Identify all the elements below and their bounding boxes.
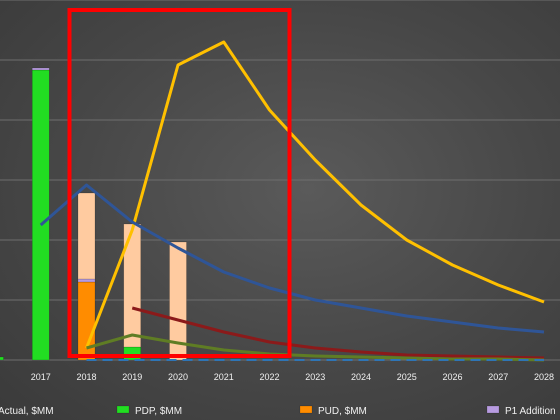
- legend-swatch: [116, 405, 130, 414]
- x-tick-label: 2027: [488, 372, 508, 382]
- bar-pdp-mm-2016: [0, 356, 4, 361]
- x-axis-ticks: 6201720182019202020212022202320242025202…: [31, 372, 554, 382]
- bar-pdp-mm-2019: [123, 346, 142, 361]
- x-tick-label: 2022: [259, 372, 279, 382]
- bar-series-4-2018: [77, 192, 96, 280]
- x-tick-label: 2017: [31, 372, 51, 382]
- x-tick-label: 2024: [351, 372, 371, 382]
- bar-pud-mm-2018: [77, 281, 96, 361]
- highlight-box: [67, 8, 292, 358]
- legend-label: PUD, $MM: [318, 406, 367, 417]
- x-tick-label: 2021: [214, 372, 234, 382]
- bar-p1-addition-2017: [31, 67, 50, 71]
- line-series-2: [131, 306, 545, 360]
- legend-swatch: [299, 405, 313, 414]
- x-tick-label: 2020: [168, 372, 188, 382]
- line-series-0: [85, 40, 545, 349]
- bar-pdp-mm-2017: [31, 69, 50, 361]
- highlight-rectangle: [67, 8, 292, 358]
- line-series-1: [39, 183, 545, 334]
- legend-swatch: [486, 405, 500, 414]
- x-tick-label: 2028: [534, 372, 554, 382]
- x-tick-label: 2025: [397, 372, 417, 382]
- legend-label: PDP, $MM: [135, 406, 182, 417]
- bar-series-4-2020: [169, 241, 187, 361]
- legend-label: P1 Addition: [505, 406, 556, 417]
- legend: Actual, $MM PDP, $MM PUD, $MM P1 Addition: [0, 405, 556, 417]
- lines: [39, 40, 545, 362]
- x-tick-label: 2018: [76, 372, 96, 382]
- x-tick-label: 2023: [305, 372, 325, 382]
- legend-label: Actual, $MM: [0, 406, 54, 417]
- line-series-3: [86, 333, 545, 362]
- x-tick-label: 2019: [122, 372, 142, 382]
- x-tick-label: 2026: [442, 372, 462, 382]
- bar-series-4-2019: [123, 223, 142, 348]
- bar-p1-addition-2018: [77, 278, 96, 283]
